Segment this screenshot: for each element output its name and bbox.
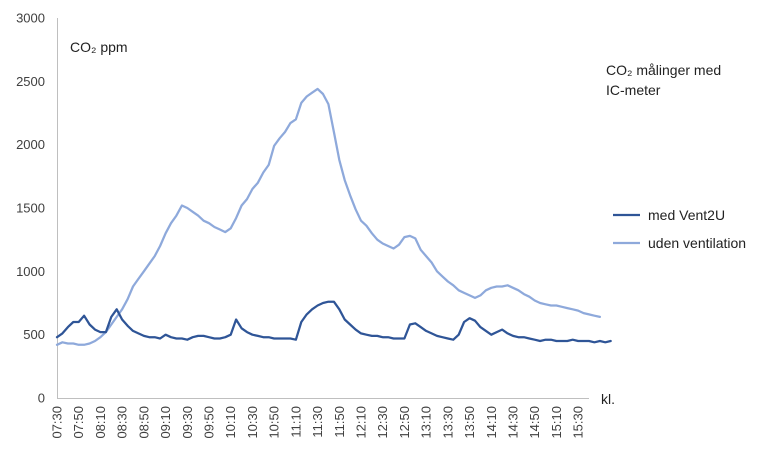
x-tick-label: 10:10 (223, 406, 238, 439)
x-tick-label: 14:50 (527, 406, 542, 439)
y-tick-label: 2000 (16, 137, 45, 152)
x-tick-label: 08:50 (136, 406, 151, 439)
x-tick-label: 07:30 (50, 406, 65, 439)
y-tick-label: 500 (23, 327, 45, 342)
x-tick-label: 08:30 (115, 406, 130, 439)
y-axis-label: CO₂ ppm (70, 39, 128, 55)
x-tick-label: 07:50 (71, 406, 86, 439)
y-tick-labels: 0 500 1000 1500 2000 2500 3000 (16, 11, 45, 406)
x-tick-label: 14:10 (484, 406, 499, 439)
series-lines (55, 87, 612, 346)
y-tick-label: 0 (38, 391, 45, 406)
x-tick-label: 15:10 (549, 406, 564, 439)
x-tick-label: 10:30 (245, 406, 260, 439)
legend-label-med-vent2u: med Vent2U (648, 207, 725, 223)
y-tick-label: 3000 (16, 11, 45, 26)
x-tick-label: 11:30 (310, 406, 325, 438)
legend: med Vent2U uden ventilation (613, 207, 746, 251)
x-tick-label: 11:10 (288, 406, 303, 438)
chart-title-line-2: IC-meter (606, 82, 661, 98)
x-tick-label: 08:10 (93, 406, 108, 439)
series-line-uden-ventilation (55, 87, 602, 346)
x-axis-label: kl. (601, 391, 615, 407)
chart-title-line-1: CO₂ målinger med (606, 62, 721, 78)
legend-label-uden-ventilation: uden ventilation (648, 235, 746, 251)
y-tick-label: 1000 (16, 264, 45, 279)
x-tick-label: 12:10 (354, 406, 369, 439)
x-tick-label: 13:30 (440, 406, 455, 439)
x-tick-label: 12:50 (397, 406, 412, 439)
series-line-med-vent2u (55, 300, 612, 344)
x-tick-label: 10:50 (267, 406, 282, 439)
y-tick-label: 1500 (16, 201, 45, 216)
x-tick-labels: 07:30 07:50 08:10 08:30 08:50 09:10 09:30 09:50… (50, 406, 586, 439)
x-tick-label: 13:50 (462, 406, 477, 439)
x-tick-label: 11:50 (332, 406, 347, 438)
x-tick-label: 14:30 (506, 406, 521, 439)
x-tick-label: 09:50 (202, 406, 217, 439)
x-tick-label: 09:30 (180, 406, 195, 439)
x-tick-label: 09:10 (158, 406, 173, 439)
x-tick-label: 12:30 (375, 406, 390, 439)
x-tick-label: 13:10 (419, 406, 434, 439)
x-tick-label: 15:30 (571, 406, 586, 439)
y-tick-label: 2500 (16, 74, 45, 89)
